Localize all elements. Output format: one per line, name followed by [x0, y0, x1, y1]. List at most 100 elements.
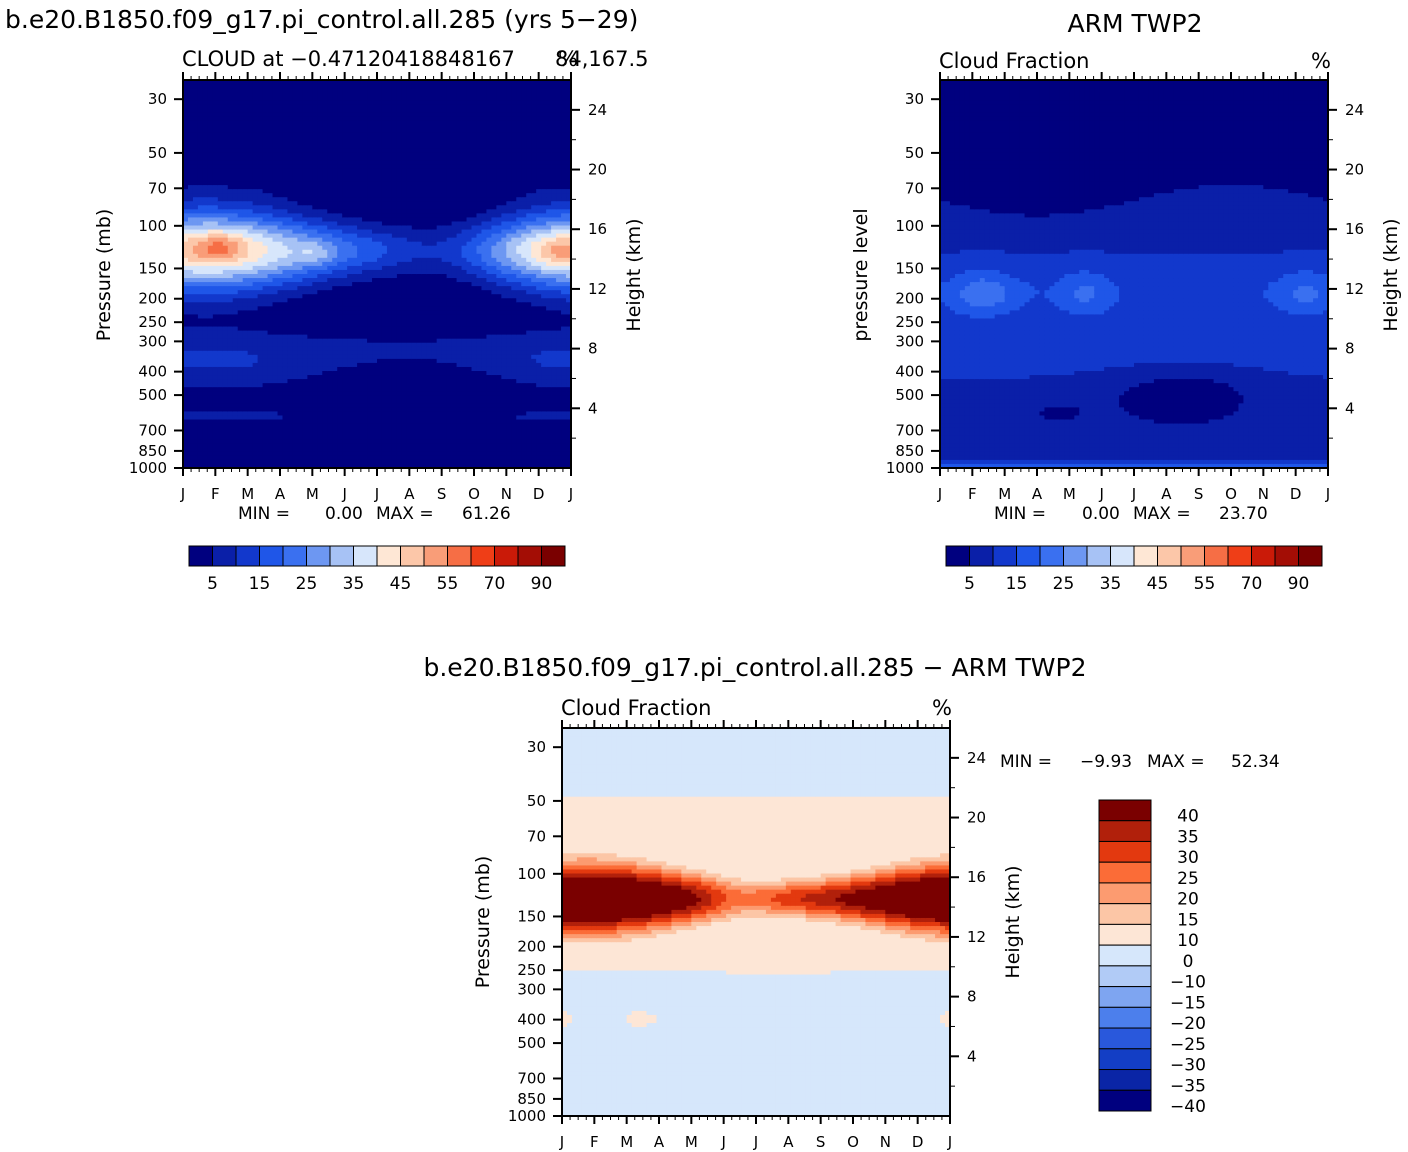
model-contour-cell — [282, 100, 288, 105]
model-contour-cell — [397, 270, 403, 275]
model-contour-cell — [213, 104, 219, 109]
model-contour-cell — [312, 371, 318, 376]
model-contour-cell — [213, 149, 219, 154]
model-contour-cell — [208, 387, 214, 392]
model-contour-cell — [273, 440, 279, 445]
model-contour-cell — [307, 331, 313, 336]
model-contour-cell — [282, 197, 288, 202]
model-contour-cell — [253, 323, 259, 328]
model-contour-cell — [362, 282, 368, 287]
model-contour-cell — [223, 314, 229, 319]
model-contour-cell — [342, 169, 348, 174]
model-contour-cell — [377, 254, 383, 259]
model-contour-cell — [407, 286, 413, 291]
model-contour-cell — [312, 327, 318, 332]
model-contour-cell — [437, 278, 443, 283]
model-contour-cell — [392, 331, 398, 336]
model-contour-cell — [412, 371, 418, 376]
model-contour-cell — [263, 197, 269, 202]
model-contour-cell — [253, 411, 259, 416]
model-contour-cell — [317, 363, 323, 368]
model-contour-cell — [297, 246, 303, 251]
model-contour-cell — [362, 290, 368, 295]
model-contour-cell — [282, 250, 288, 255]
model-contour-cell — [268, 436, 274, 441]
model-contour-cell — [287, 282, 293, 287]
model-contour-cell — [347, 399, 353, 404]
model-contour-cell — [317, 137, 323, 142]
model-contour-cell — [437, 318, 443, 323]
model-contour-cell — [422, 444, 428, 449]
model-contour-cell — [427, 436, 433, 441]
model-contour-cell — [233, 217, 239, 222]
model-contour-cell — [402, 407, 408, 412]
model-contour-cell — [437, 359, 443, 364]
model-contour-cell — [208, 165, 214, 170]
model-contour-cell — [322, 290, 328, 295]
model-contour-cell — [412, 133, 418, 138]
model-contour-cell — [382, 375, 388, 380]
model-contour-cell — [407, 363, 413, 368]
model-contour-cell — [203, 193, 209, 198]
model-contour-cell — [377, 440, 383, 445]
model-contour-cell — [432, 444, 438, 449]
model-contour-cell — [357, 213, 363, 218]
model-contour-cell — [332, 112, 338, 117]
model-contour-cell — [248, 157, 254, 162]
model-contour-cell — [218, 201, 224, 206]
model-contour-cell — [367, 246, 373, 251]
model-contour-cell — [392, 169, 398, 174]
model-contour-cell — [287, 234, 293, 239]
model-contour-cell — [372, 129, 378, 134]
model-contour-cell — [213, 193, 219, 198]
model-contour-cell — [188, 452, 194, 457]
model-contour-cell — [297, 234, 303, 239]
model-contour-cell — [248, 145, 254, 150]
model-contour-cell — [233, 141, 239, 146]
model-contour-cell — [208, 149, 214, 154]
model-contour-cell — [402, 351, 408, 356]
model-contour-cell — [347, 302, 353, 307]
model-contour-cell — [362, 145, 368, 150]
model-contour-cell — [342, 217, 348, 222]
model-contour-cell — [427, 217, 433, 222]
model-contour-cell — [352, 282, 358, 287]
model-contour-cell — [258, 347, 264, 352]
model-contour-cell — [422, 149, 428, 154]
model-contour-cell — [268, 161, 274, 166]
model-contour-cell — [402, 282, 408, 287]
model-contour-cell — [427, 242, 433, 247]
model-contour-cell — [382, 428, 388, 433]
model-contour-cell — [357, 351, 363, 356]
model-contour-cell — [228, 149, 234, 154]
model-contour-cell — [437, 407, 443, 412]
model-contour-cell — [297, 217, 303, 222]
model-contour-cell — [412, 246, 418, 251]
model-contour-cell — [282, 306, 288, 311]
model-contour-cell — [238, 347, 244, 352]
model-contour-cell — [228, 335, 234, 340]
model-contour-cell — [417, 221, 423, 226]
model-contour-cell — [337, 262, 343, 267]
model-contour-cell — [193, 403, 199, 408]
model-contour-cell — [347, 282, 353, 287]
model-contour-cell — [352, 343, 358, 348]
model-contour-cell — [263, 420, 269, 425]
model-contour-cell — [263, 424, 269, 429]
model-contour-cell — [243, 314, 249, 319]
model-contour-cell — [312, 310, 318, 315]
model-contour-cell — [248, 213, 254, 218]
model-contour-cell — [437, 351, 443, 356]
model-contour-cell — [292, 100, 298, 105]
model-contour-cell — [238, 230, 244, 235]
model-contour-cell — [422, 286, 428, 291]
model-contour-cell — [188, 331, 194, 336]
model-contour-cell — [218, 399, 224, 404]
model-contour-cell — [402, 399, 408, 404]
model-contour-cell — [422, 100, 428, 105]
model-contour-cell — [248, 177, 254, 182]
model-contour-cell — [377, 124, 383, 129]
model-contour-cell — [233, 428, 239, 433]
model-contour-cell — [253, 88, 259, 93]
model-contour-cell — [367, 153, 373, 158]
